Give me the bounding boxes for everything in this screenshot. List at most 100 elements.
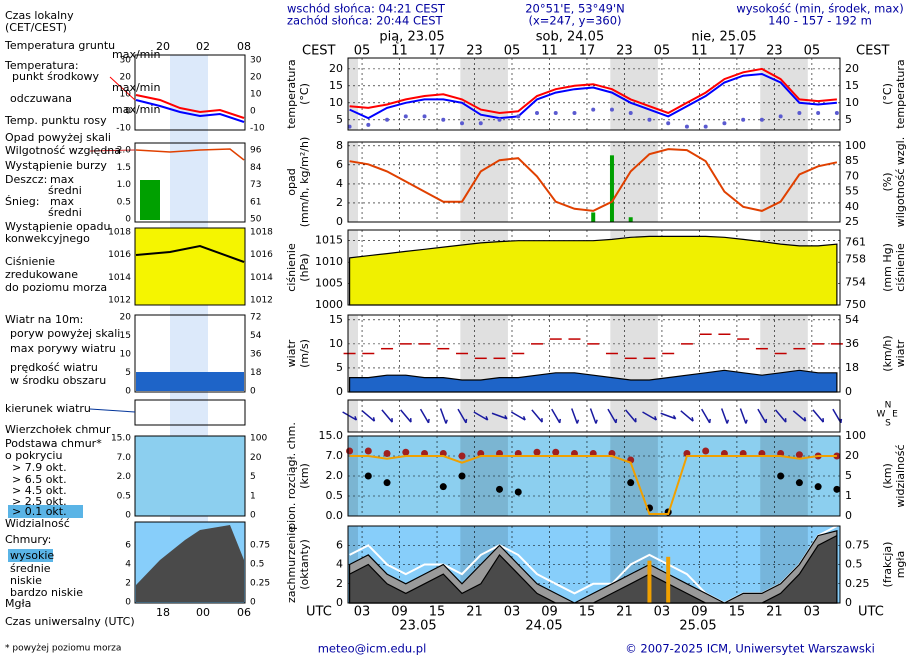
mini-fill [136, 525, 244, 602]
mini-tick-label: 2 [125, 579, 131, 589]
y-tick-label: 10 [329, 96, 343, 109]
mini-tick-label: 30 [120, 56, 132, 66]
mini-tick-label: 0 [250, 387, 256, 397]
x-tick-label: 05 [504, 44, 521, 59]
y2-axis-title: (°C) [881, 83, 894, 105]
y-tick-label: 2.0 [326, 469, 344, 482]
y-axis-title: opad [285, 168, 298, 195]
y-tick-label: 2 [336, 196, 343, 209]
mini-tick-label: 100 [250, 434, 267, 444]
compass-label: S [885, 419, 891, 429]
label: wysokość (min, środek, max) [736, 2, 903, 16]
legend-label: max [50, 195, 74, 208]
bar [666, 556, 671, 603]
mini-tick-label: 96 [250, 146, 262, 156]
mini-tick-label: 36 [250, 350, 262, 360]
y-tick-label: 5 [336, 361, 343, 374]
x-tick-label: 11 [541, 44, 558, 59]
y-tick-label: 5 [336, 113, 343, 126]
y2-tick-label: 0.75 [845, 538, 870, 551]
mini-tick-label: 50 [250, 215, 262, 225]
mini-tick-label: 0 [125, 107, 131, 117]
label: 00 [196, 606, 210, 619]
y-axis-title: (m/s) [298, 339, 311, 368]
y2-tick-label: 36 [845, 337, 859, 350]
legend-label: odczuwana [10, 92, 72, 105]
legend-label: Wystąpienie burzy [5, 159, 107, 172]
mini-tick-label: 0.5 [117, 197, 131, 207]
y2-axis-title: ciśnienie [894, 243, 907, 292]
panel-frame [347, 525, 841, 604]
y2-tick-label: 70 [845, 169, 859, 182]
dot [364, 447, 372, 455]
dot [666, 121, 671, 126]
legend-label: Podstawa chmur* [5, 437, 102, 450]
wind-arrow [739, 408, 748, 424]
mini-frame [134, 227, 246, 306]
night-band [348, 142, 358, 222]
mini-tick-label: 10 [120, 350, 132, 360]
legend-label: max porywy wiatru [10, 342, 116, 355]
dot [759, 117, 764, 122]
panel-frame [347, 229, 841, 306]
wind-arrow [589, 408, 598, 424]
mini-tick-label: 20 [250, 453, 262, 463]
dot [402, 448, 410, 456]
area [349, 530, 838, 604]
y2-tick-label: 0.25 [845, 577, 870, 590]
mini-tick-label: 15 [120, 331, 131, 341]
y-tick-label: 0 [336, 596, 343, 609]
wind-arrow [607, 408, 618, 424]
y2-tick-label: 18 [845, 361, 859, 374]
y2-tick-label: 10 [845, 96, 859, 109]
dot [647, 117, 652, 122]
backgrounds [348, 58, 840, 604]
bar [647, 560, 652, 603]
legend-label: max/min [112, 81, 160, 94]
dot [366, 122, 371, 127]
area [349, 369, 838, 393]
wind-arrow [642, 411, 658, 421]
y2-tick-label: 0 [845, 596, 852, 609]
label: zachód słońca: 20:44 CEST [287, 14, 444, 28]
leader-line [109, 76, 136, 101]
mini-tick-label: 0 [125, 511, 131, 521]
wind-arrow [624, 409, 637, 423]
wind-arrow [757, 408, 768, 424]
dot [703, 124, 708, 129]
wind-arrow [720, 408, 730, 424]
compass-label: N [885, 401, 892, 411]
mini-tick-label: 73 [250, 180, 261, 190]
bar [591, 212, 596, 222]
dot [572, 111, 577, 116]
y-tick-label: 1015 [315, 234, 343, 247]
wind-arrow [812, 409, 825, 423]
mini-frame [134, 314, 246, 393]
label: pią, 23.05 [379, 30, 444, 45]
wind-arrow [531, 409, 543, 423]
x-tick-label: 17 [729, 44, 746, 59]
y2-tick-label: 0.5 [845, 558, 863, 571]
dot [439, 483, 447, 491]
wind-arrow [660, 412, 677, 420]
y2-tick-label: 100 [845, 139, 866, 152]
legend-label: Chmury: [5, 533, 51, 546]
legend-label: średni [48, 206, 82, 219]
area [349, 235, 838, 306]
mini-frame [134, 54, 246, 131]
y2-tick-label: 0 [845, 509, 852, 522]
y2-tick-label: 758 [845, 253, 866, 266]
night-band [348, 58, 358, 130]
night-band [348, 436, 358, 516]
y2-tick-label: 20 [845, 449, 859, 462]
y-tick-label: 20 [329, 62, 343, 75]
mini-frame [134, 142, 246, 223]
dot [741, 117, 746, 122]
mini-tick-label: 18 [250, 368, 262, 378]
y2-axis-title: (km/h) [881, 335, 894, 371]
y2-axis-title: temperatura [894, 59, 907, 128]
dot [364, 472, 372, 480]
x-tick-label: 23 [766, 44, 783, 59]
y-axis-title: wiatr [285, 339, 298, 367]
